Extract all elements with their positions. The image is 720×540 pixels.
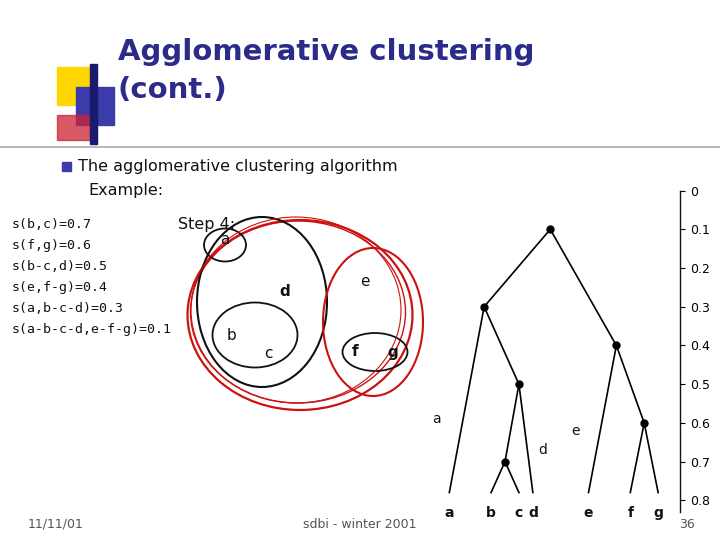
Text: Example:: Example: — [88, 184, 163, 199]
Text: b: b — [486, 506, 496, 520]
Text: s(f,g)=0.6: s(f,g)=0.6 — [12, 239, 92, 252]
Text: g: g — [653, 506, 663, 520]
Bar — [90, 64, 97, 144]
Text: s(b-c,d)=0.5: s(b-c,d)=0.5 — [12, 260, 108, 273]
Text: Agglomerative clustering: Agglomerative clustering — [118, 38, 534, 66]
Text: s(a,b-c-d)=0.3: s(a,b-c-d)=0.3 — [12, 301, 124, 314]
Text: e: e — [360, 274, 370, 289]
Bar — [57, 115, 90, 140]
Text: 36: 36 — [679, 517, 695, 530]
Text: 11/11/01: 11/11/01 — [28, 517, 84, 530]
Text: s(b,c)=0.7: s(b,c)=0.7 — [12, 218, 92, 231]
Text: f: f — [627, 506, 634, 520]
Text: g: g — [387, 345, 398, 360]
Text: (cont.): (cont.) — [118, 76, 228, 104]
Text: d: d — [528, 506, 538, 520]
Text: e: e — [572, 423, 580, 437]
Text: Step 4:: Step 4: — [178, 217, 235, 232]
Text: The agglomerative clustering algorithm: The agglomerative clustering algorithm — [78, 159, 397, 174]
Text: e: e — [584, 506, 593, 520]
Text: a: a — [220, 233, 230, 247]
Text: d: d — [279, 285, 290, 300]
Text: c: c — [264, 346, 272, 361]
Text: f: f — [351, 345, 359, 360]
Text: b: b — [227, 327, 237, 342]
Text: s(a-b-c-d,e-f-g)=0.1: s(a-b-c-d,e-f-g)=0.1 — [12, 322, 172, 335]
Text: a: a — [444, 506, 454, 520]
Text: a: a — [432, 412, 441, 426]
Text: s(e,f-g)=0.4: s(e,f-g)=0.4 — [12, 280, 108, 294]
Text: d: d — [539, 443, 547, 457]
Text: c: c — [515, 506, 523, 520]
Bar — [57, 67, 95, 105]
Bar — [62, 162, 71, 171]
Text: sdbi - winter 2001: sdbi - winter 2001 — [303, 517, 417, 530]
Bar — [76, 87, 114, 125]
